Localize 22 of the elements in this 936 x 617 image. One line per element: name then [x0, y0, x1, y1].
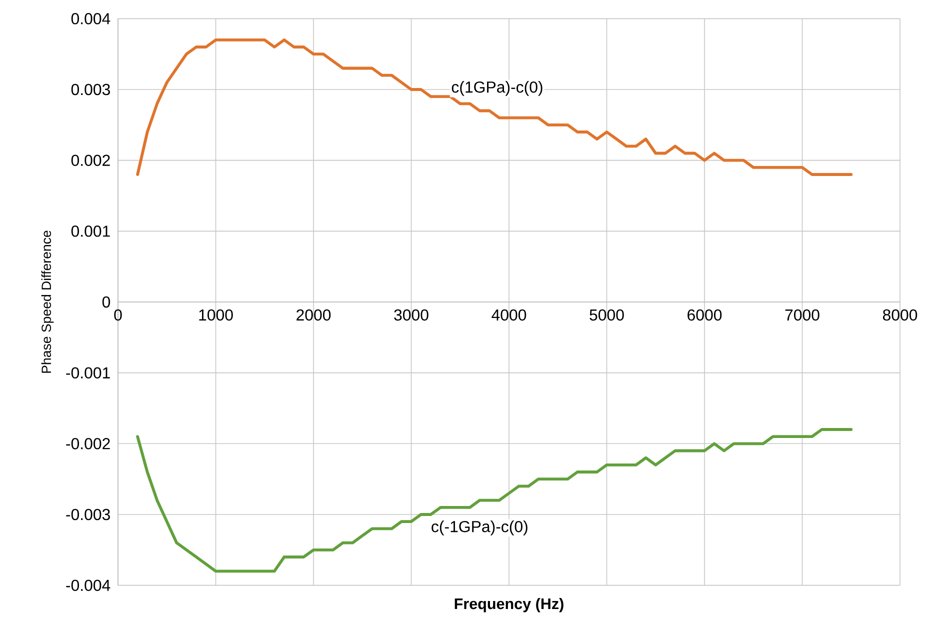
x-tick-label: 1000 [199, 309, 233, 320]
x-tick-label: 0 [114, 309, 122, 320]
y-tick-label: 0.003 [71, 84, 110, 95]
y-tick-label: -0.004 [66, 580, 110, 591]
y-tick-label: -0.002 [66, 438, 110, 450]
y-tick-label: 0.001 [71, 225, 110, 237]
x-tick-label: 2000 [296, 309, 331, 320]
y-tick-label: 0 [102, 296, 110, 308]
y-tick-label: -0.003 [66, 508, 110, 520]
y-axis-title: Phase Speed Difference [41, 230, 54, 373]
series-label: c(1GPa)-c(0) [452, 80, 542, 96]
x-axis-title: Frequency (Hz) [454, 598, 564, 612]
y-tick-label: -0.001 [66, 367, 110, 378]
x-tick-label: 3000 [394, 309, 428, 320]
x-tick-label: 4000 [492, 309, 526, 320]
x-tick-label: 6000 [688, 309, 722, 320]
x-tick-label: 8000 [882, 309, 918, 320]
series-label: c(-1GPa)-c(0) [432, 520, 528, 536]
x-tick-label: 5000 [590, 309, 624, 320]
x-tick-label: 7000 [785, 309, 820, 320]
y-tick-label: 0.002 [71, 154, 110, 166]
y-tick-label: 0.004 [71, 12, 110, 24]
